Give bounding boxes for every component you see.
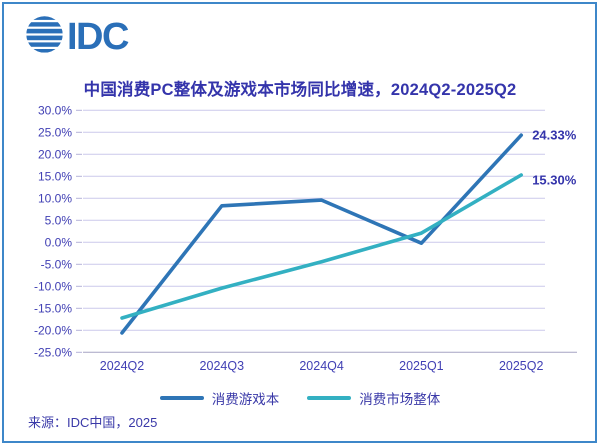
x-tick-label: 2024Q2: [100, 359, 145, 373]
y-tick-label: 0.0%: [45, 235, 73, 249]
line-chart: 30.0% 25.0% 20.0% 15.0% 10.0% 5.0% 0.0% -5.0% -1…: [34, 103, 577, 373]
idc-logo-graphic: IDC: [26, 16, 131, 56]
y-tick-label: -5.0%: [41, 257, 73, 271]
legend-label: 消费市场整体: [359, 392, 441, 407]
overall-market-line-marker: [307, 396, 352, 400]
series-line-1: [120, 173, 524, 320]
gaming-notebook-line-marker: [159, 396, 204, 400]
logo-text: IDC: [67, 16, 129, 56]
y-tick-label: -15.0%: [34, 301, 72, 315]
data-label-0: 24.33%: [532, 128, 577, 143]
legend-label: 消费游戏本: [211, 392, 280, 407]
legend-item-overall-market: 消费市场整体: [307, 388, 440, 408]
chart-legend: 消费游戏本 消费市场整体: [0, 388, 600, 408]
data-label-1: 15.30%: [532, 172, 577, 187]
y-tick-label: 10.0%: [38, 191, 72, 205]
y-tick-label: 5.0%: [45, 213, 73, 227]
series-line-0: [120, 133, 524, 335]
legend-item-gaming-notebook: 消费游戏本: [159, 388, 280, 408]
x-tick-label: 2025Q2: [499, 359, 544, 373]
x-tick-label: 2024Q3: [200, 359, 245, 373]
chart-title: 中国消费PC整体及游戏本市场同比增速，2024Q2-2025Q2: [83, 81, 517, 99]
x-tick-label: 2024Q4: [299, 359, 344, 373]
y-tick-label: -20.0%: [34, 323, 72, 337]
y-tick-label: 20.0%: [38, 147, 72, 161]
x-tick-label: 2025Q1: [399, 359, 444, 373]
source-note: 来源：IDC中国，2025: [28, 415, 158, 430]
y-tick-label: 30.0%: [38, 103, 72, 117]
y-tick-label: -25.0%: [34, 345, 72, 359]
y-tick-label: 25.0%: [38, 125, 72, 139]
y-tick-label: -10.0%: [34, 279, 72, 293]
idc-logo: IDC: [26, 14, 156, 56]
globe-icon: [26, 16, 63, 53]
y-tick-label: 15.0%: [38, 169, 72, 183]
